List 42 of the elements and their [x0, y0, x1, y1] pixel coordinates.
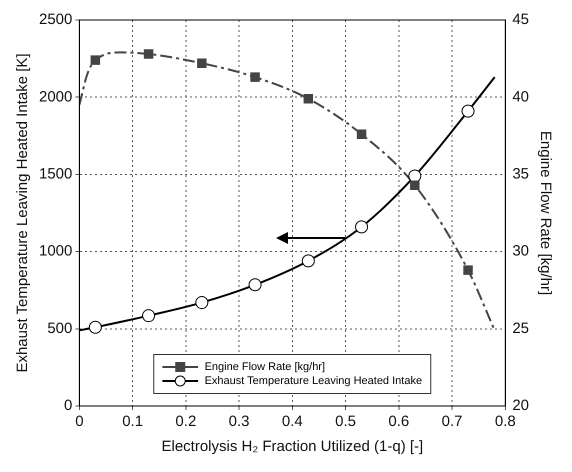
point: [408, 169, 422, 182]
point: [88, 320, 102, 334]
point: [144, 49, 154, 59]
y2-tick-label: 40: [512, 88, 530, 106]
x-tick-label: 0.3: [228, 413, 250, 430]
x-tick-label: 0: [75, 413, 84, 430]
y2-tick-label: 30: [512, 242, 530, 260]
x-tick-label: 0.4: [282, 413, 303, 430]
point: [463, 265, 473, 275]
point: [355, 220, 368, 234]
point: [90, 55, 100, 65]
point: [304, 94, 314, 104]
legend-label: Exhaust Temperature Leaving Heated Intake: [204, 375, 422, 387]
point: [195, 296, 208, 310]
point: [142, 309, 156, 322]
x-tick-label: 0.5: [335, 413, 356, 430]
y2-tick-label: 20: [512, 397, 530, 414]
y-tick-label: 0: [64, 397, 72, 414]
point: [462, 104, 475, 118]
y2-axis-title: Engine Flow Rate [kg/hr]: [536, 130, 554, 296]
y2-tick-label: 45: [512, 11, 530, 28]
x-tick-label: 0.1: [122, 413, 144, 430]
point: [197, 58, 207, 68]
point: [410, 180, 420, 190]
y-tick-label: 1500: [38, 166, 72, 183]
x-tick-label: 0.2: [175, 413, 196, 430]
point: [248, 278, 262, 292]
legend-label: Engine Flow Rate [kg/hr]: [204, 361, 326, 373]
y-axis-title: Exhaust Temperature Leaving Heated Intake [K]: [14, 53, 32, 373]
y2-tick-label: 35: [512, 166, 530, 183]
point: [250, 72, 260, 82]
y-tick-label: 1000: [38, 242, 72, 260]
x-tick-label: 0.6: [388, 413, 410, 430]
y2-tick-label: 25: [512, 320, 530, 337]
y-tick-label: 500: [47, 320, 72, 337]
x-tick-label: 0.7: [442, 413, 462, 430]
point: [356, 130, 366, 139]
x-axis-title: Electrolysis H₂ Fraction Utilized (1-q) [-]: [161, 438, 424, 456]
y-tick-label: 2500: [38, 11, 72, 28]
x-tick-label: 0.8: [494, 413, 516, 430]
point: [302, 254, 315, 268]
y-tick-label: 2000: [38, 88, 72, 106]
